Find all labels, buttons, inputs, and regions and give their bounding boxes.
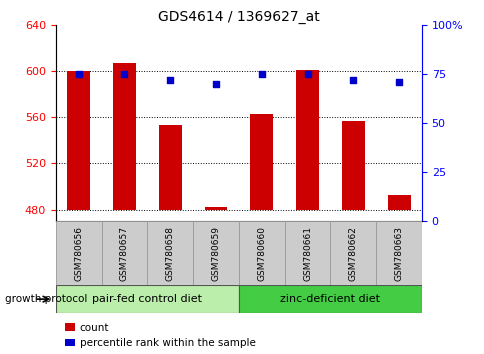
Point (257, 71, 265, 77)
FancyBboxPatch shape (147, 221, 193, 285)
FancyBboxPatch shape (56, 285, 238, 313)
Bar (67, 71, 90, 210)
Text: GSM780660: GSM780660 (257, 226, 266, 281)
FancyBboxPatch shape (56, 221, 101, 285)
FancyBboxPatch shape (330, 221, 376, 285)
Bar (204, 207, 227, 210)
Title: GDS4614 / 1369627_at: GDS4614 / 1369627_at (158, 10, 319, 24)
FancyBboxPatch shape (193, 221, 238, 285)
Point (75, 71, 82, 77)
Point (121, 71, 128, 77)
Point (212, 81, 219, 87)
Text: GSM780656: GSM780656 (74, 226, 83, 281)
FancyBboxPatch shape (284, 221, 330, 285)
Bar (250, 114, 272, 210)
Text: pair-fed control diet: pair-fed control diet (92, 294, 202, 304)
Text: GSM780657: GSM780657 (120, 226, 129, 281)
FancyBboxPatch shape (101, 221, 147, 285)
Bar (387, 195, 409, 210)
Bar (341, 121, 364, 210)
Text: GSM780661: GSM780661 (302, 226, 311, 281)
Point (303, 71, 311, 77)
Bar (158, 125, 182, 210)
Text: growth protocol: growth protocol (5, 294, 87, 304)
Text: GSM780658: GSM780658 (166, 226, 174, 281)
Point (166, 77, 174, 82)
Bar (113, 63, 136, 210)
Text: GSM780659: GSM780659 (211, 226, 220, 281)
Legend: count, percentile rank within the sample: count, percentile rank within the sample (61, 319, 259, 352)
FancyBboxPatch shape (376, 221, 421, 285)
Point (348, 77, 356, 82)
Point (394, 79, 402, 85)
Bar (295, 70, 318, 210)
Text: GSM780663: GSM780663 (394, 226, 403, 281)
Text: zinc-deficient diet: zinc-deficient diet (280, 294, 379, 304)
Text: GSM780662: GSM780662 (348, 226, 357, 281)
FancyBboxPatch shape (238, 221, 284, 285)
FancyBboxPatch shape (238, 285, 421, 313)
